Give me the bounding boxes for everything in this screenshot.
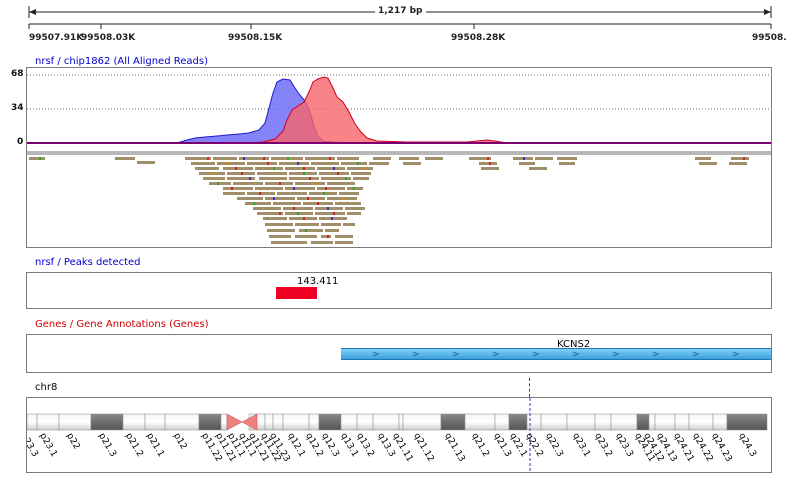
- gene-strand-arrows: [372, 351, 740, 357]
- coverage-forward-area: [27, 78, 771, 144]
- band-label: q22.3: [543, 431, 565, 459]
- centromere[interactable]: [226, 413, 258, 431]
- ruler-tick-label: 99508.15K: [228, 33, 283, 43]
- band-label: p23.1: [37, 431, 59, 459]
- band-label: q23.1: [570, 431, 592, 459]
- ruler-tick-label: 99508.28K: [451, 33, 506, 43]
- band-label: p22: [64, 431, 82, 452]
- chromosome-band[interactable]: [726, 413, 768, 431]
- ruler-tick-label: 99508.03K: [81, 33, 136, 43]
- coverage-scale-zero: 0: [17, 137, 24, 147]
- gene-feature[interactable]: [341, 348, 771, 360]
- coverage-track-panel[interactable]: [26, 67, 772, 248]
- aligned-reads: [29, 157, 749, 244]
- coverage-reverse-area: [27, 76, 771, 144]
- ruler-span-label: 1,217 bp: [375, 6, 426, 16]
- band-label: p21.1: [144, 431, 166, 459]
- read-mismatches: [39, 157, 745, 238]
- band-label: q23.3: [613, 431, 635, 459]
- coverage-scale-max: 68: [11, 69, 24, 79]
- ruler-tick-label: 99507.91K: [29, 33, 84, 43]
- ideogram: [27, 398, 768, 472]
- band-labels: p23.3 p23.1 p22 p21.3 p21.2 p21.1 p12 p11.22 p11…: [27, 398, 771, 472]
- band-label: q21.13: [442, 431, 467, 464]
- peak-feature[interactable]: [276, 287, 317, 299]
- peak-score-label: 143.411: [297, 276, 339, 287]
- coverage-scale-mid: 34: [11, 103, 24, 113]
- gene-label: KCNS2: [557, 339, 591, 350]
- genes-track-title[interactable]: Genes / Gene Annotations (Genes): [35, 319, 209, 330]
- position-marker-upper: [529, 378, 530, 397]
- genes-track-panel[interactable]: KCNS2: [26, 334, 772, 373]
- chromosome-track-panel[interactable]: p23.3 p23.1 p22 p21.3 p21.2 p21.1 p12 p11.22 p11…: [26, 397, 772, 473]
- coverage-graphic: [27, 74, 771, 244]
- peaks-track-panel[interactable]: 143.411: [26, 272, 772, 309]
- band-label: p21.3: [96, 431, 118, 459]
- peaks-track-title[interactable]: nrsf / Peaks detected: [35, 257, 141, 268]
- ruler: 1,217 bp 99507.91K 99508.03K 99508.15K 9…: [0, 0, 786, 50]
- band-label: p21.2: [123, 431, 145, 459]
- band-label: q24.3: [736, 431, 758, 459]
- band-label: q21.2: [469, 431, 491, 459]
- coverage-track-title[interactable]: nrsf / chip1862 (All Aligned Reads): [35, 56, 208, 67]
- chromosome-track-title[interactable]: chr8: [35, 382, 58, 393]
- band-label: p12: [171, 431, 189, 452]
- band-label: q21.12: [411, 431, 436, 464]
- ruler-tick-label: 99508.4: [752, 33, 786, 43]
- band-label: q23.2: [592, 431, 614, 459]
